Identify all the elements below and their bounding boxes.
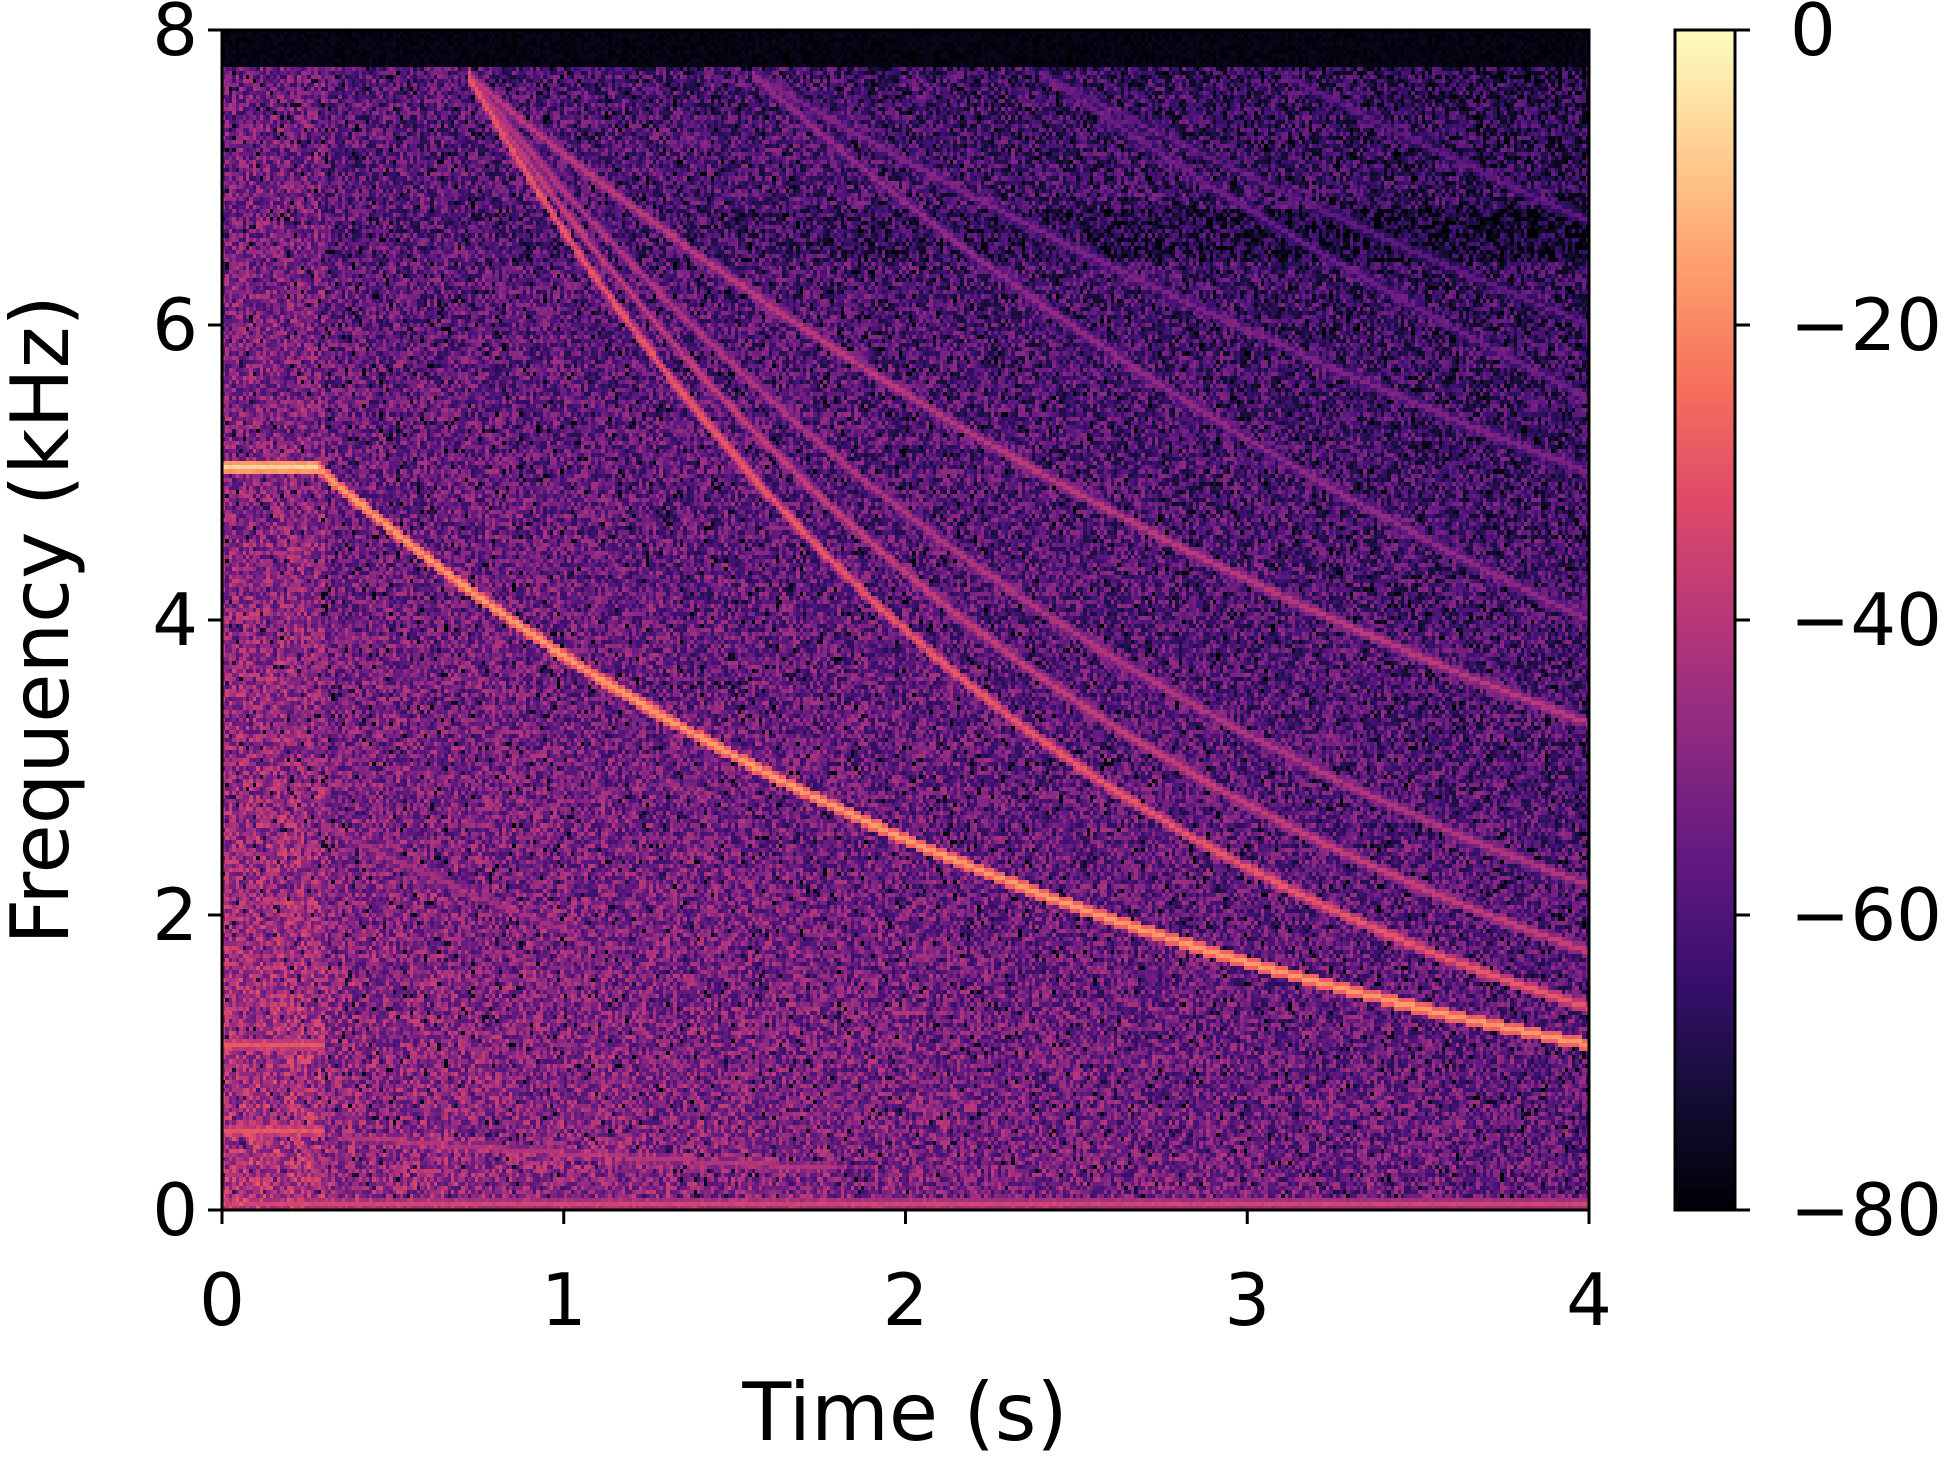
spectrogram-heatmap (222, 30, 1589, 1210)
colorbar-tick-label: −20 (1790, 283, 1942, 367)
x-tick-label: 3 (1224, 1258, 1270, 1342)
colorbar-ticks: 0 −20 −40 −60 −80 (1735, 0, 1942, 1252)
x-tick-label: 1 (541, 1258, 587, 1342)
y-axis-ticks: 0 2 4 6 8 (152, 0, 222, 1252)
x-tick-label: 0 (199, 1258, 245, 1342)
x-axis-ticks: 0 1 2 3 4 (199, 1210, 1612, 1342)
colorbar-tick-label: 0 (1790, 0, 1836, 72)
x-tick-label: 2 (883, 1258, 929, 1342)
y-tick-label: 2 (152, 873, 198, 957)
y-axis-label: Frequency (kHz) (0, 295, 87, 945)
y-tick-label: 6 (152, 283, 198, 367)
y-tick-label: 0 (152, 1168, 198, 1252)
x-axis-label: Time (s) (741, 1366, 1067, 1458)
y-tick-label: 4 (152, 578, 198, 662)
colorbar-tick-label: −40 (1790, 578, 1942, 662)
colorbar-tick-label: −60 (1790, 873, 1942, 957)
x-tick-label: 4 (1566, 1258, 1612, 1342)
colorbar-tick-label: −80 (1790, 1168, 1942, 1252)
colorbar (1675, 30, 1735, 1210)
y-tick-label: 8 (152, 0, 198, 72)
